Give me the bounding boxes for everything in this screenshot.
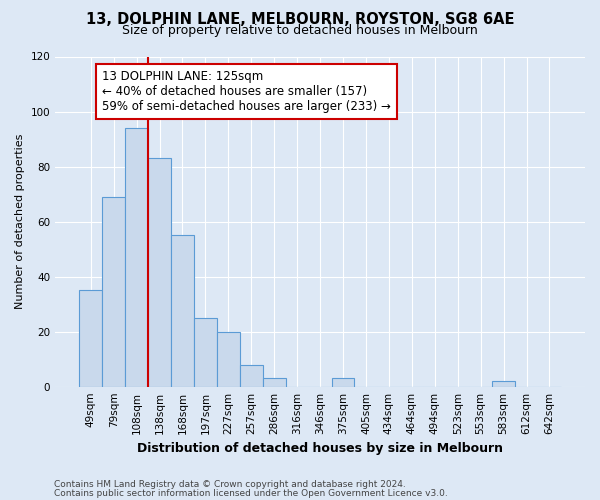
Bar <box>148 158 171 386</box>
Y-axis label: Number of detached properties: Number of detached properties <box>15 134 25 310</box>
Bar <box>102 197 125 386</box>
Text: Size of property relative to detached houses in Melbourn: Size of property relative to detached ho… <box>122 24 478 37</box>
X-axis label: Distribution of detached houses by size in Melbourn: Distribution of detached houses by size … <box>137 442 503 455</box>
Bar <box>79 290 102 386</box>
Bar <box>217 332 240 386</box>
Text: Contains public sector information licensed under the Open Government Licence v3: Contains public sector information licen… <box>54 488 448 498</box>
Text: 13 DOLPHIN LANE: 125sqm
← 40% of detached houses are smaller (157)
59% of semi-d: 13 DOLPHIN LANE: 125sqm ← 40% of detache… <box>102 70 391 114</box>
Bar <box>263 378 286 386</box>
Bar <box>171 236 194 386</box>
Bar <box>194 318 217 386</box>
Bar <box>125 128 148 386</box>
Bar <box>332 378 355 386</box>
Text: 13, DOLPHIN LANE, MELBOURN, ROYSTON, SG8 6AE: 13, DOLPHIN LANE, MELBOURN, ROYSTON, SG8… <box>86 12 514 28</box>
Bar <box>240 364 263 386</box>
Text: Contains HM Land Registry data © Crown copyright and database right 2024.: Contains HM Land Registry data © Crown c… <box>54 480 406 489</box>
Bar <box>492 381 515 386</box>
